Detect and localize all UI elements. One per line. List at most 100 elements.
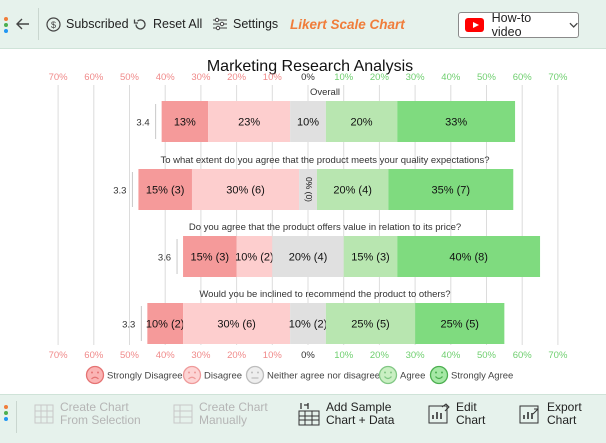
axis-tick-label: 40%: [156, 350, 176, 361]
axis-tick-label: 0%: [301, 350, 315, 361]
axis-tick-label: 10%: [334, 350, 354, 361]
data-label: 15% (3): [191, 252, 230, 264]
axis-tick-label: 40%: [156, 72, 176, 83]
grip-dots-icon[interactable]: [4, 17, 8, 35]
data-label: 25% (5): [351, 319, 390, 331]
question-label: Would you be inclined to recommend the p…: [199, 289, 450, 300]
data-label: 40% (8): [449, 252, 488, 264]
edit-chart-button[interactable]: Edit Chart: [428, 401, 485, 427]
likert-bar-segment: [343, 236, 398, 277]
how-to-video-label: How-to video: [491, 11, 532, 39]
axis-tick-label: 70%: [548, 72, 568, 83]
edit-chart-icon: [428, 403, 450, 424]
table-manual-icon: [173, 404, 193, 424]
question-label: Overall: [310, 87, 340, 98]
face-icon: [245, 365, 265, 385]
axis-tick-label: 50%: [120, 350, 140, 361]
reset-all-label: Reset All: [153, 17, 203, 31]
question-label: Do you agree that the product offers val…: [189, 222, 461, 233]
svg-text:$: $: [51, 20, 56, 30]
legend-label: Neither agree nor disagree: [267, 371, 380, 382]
data-label: 30% (6): [217, 319, 256, 331]
data-label: 10%: [297, 117, 319, 129]
mean-score-label: 3.4: [136, 118, 149, 129]
axis-bottom: 70% 60% 50% 40% 30% 20% 10% 0% 10% 20% 30% 40% 50% 60…: [49, 350, 568, 361]
likert-row: To what extent do you agree that the pro…: [113, 155, 514, 210]
axis-tick-label: 60%: [513, 72, 533, 83]
likert-bar-segment: [138, 169, 192, 210]
back-button[interactable]: [16, 14, 35, 34]
axis-tick-label: 70%: [548, 350, 568, 361]
export-chart-icon: [519, 405, 539, 424]
arrow-left-icon: [16, 18, 29, 30]
legend-item: Agree: [378, 365, 425, 385]
create-chart-manually-button[interactable]: Create Chart Manually: [173, 401, 268, 427]
likert-bar-segment: [272, 236, 344, 277]
axis-tick-label: 20%: [227, 72, 247, 83]
likert-row: Would you be inclined to recommend the p…: [122, 289, 505, 344]
likert-row: Do you agree that the product offers val…: [158, 222, 541, 277]
data-label: 33%: [445, 117, 467, 129]
how-to-video-dropdown[interactable]: How-to video: [458, 11, 579, 39]
mean-score-label: 3.3: [113, 186, 126, 197]
legend-label: Strongly Disagree: [107, 371, 183, 382]
data-label: 35% (7): [432, 185, 471, 197]
likert-bar-segment: [290, 101, 326, 142]
axis-tick-label: 60%: [84, 350, 104, 361]
add-sample-chart-button[interactable]: Add Sample Chart + Data: [298, 401, 394, 427]
data-label: 10% (2): [235, 252, 274, 264]
likert-bar-segment: [325, 303, 416, 344]
face-icon: [378, 365, 398, 385]
create-chart-manually-label: Create Chart Manually: [199, 400, 268, 427]
sliders-icon: [213, 17, 227, 31]
create-chart-from-selection-label: Create Chart From Selection: [60, 400, 141, 427]
data-label: 23%: [238, 117, 260, 129]
data-label: 30% (6): [226, 185, 265, 197]
mean-score-label: 3.3: [122, 320, 135, 331]
create-chart-from-selection-button[interactable]: Create Chart From Selection: [34, 401, 141, 427]
axis-tick-label: 10%: [334, 72, 354, 83]
likert-bar-segment: [388, 169, 514, 210]
likert-row: Overall 13% 23% 10% 20% 33% 3.4: [136, 87, 516, 142]
likert-bar-segment: [316, 169, 389, 210]
likert-bar-segment: [183, 236, 237, 277]
axis-tick-label: 40%: [441, 72, 461, 83]
subscribed-button[interactable]: $ Subscribed: [46, 14, 129, 34]
sample-chart-icon: [298, 403, 320, 426]
axis-tick-label: 60%: [84, 72, 104, 83]
likert-bar-segment: [397, 101, 516, 142]
axis-tick-label: 10%: [263, 350, 283, 361]
data-label: 20%: [351, 117, 373, 129]
face-icon: [85, 365, 105, 385]
axis-tick-label: 20%: [227, 350, 247, 361]
export-chart-button[interactable]: Export Chart: [519, 401, 582, 427]
face-icon: [182, 365, 202, 385]
data-label: 20% (4): [333, 185, 372, 197]
settings-label: Settings: [233, 17, 279, 31]
chart-legend: Strongly Disagree Disagree Neither agree n…: [85, 365, 513, 385]
likert-bar-segment: [236, 236, 273, 277]
dollar-circle-icon: $: [46, 16, 61, 32]
grip-dots-icon[interactable]: [4, 405, 8, 423]
legend-item: Neither agree nor disagree: [245, 365, 380, 385]
data-label: 25% (5): [440, 319, 479, 331]
likert-bar-segment: [397, 236, 541, 277]
data-label: 15% (3): [351, 252, 390, 264]
legend-item: Disagree: [182, 365, 242, 385]
axis-tick-label: 50%: [120, 72, 140, 83]
chevron-down-icon: [569, 22, 578, 28]
axis-tick-label: 40%: [441, 350, 461, 361]
likert-bar-segment: [299, 169, 317, 210]
axis-tick-label: 20%: [370, 72, 390, 83]
likert-chart: Marketing Research Analysis 70% 60% 50% 40%…: [49, 58, 568, 385]
data-label: 10% (2): [289, 319, 328, 331]
subscribed-label: Subscribed: [66, 17, 129, 31]
axis-tick-label: 30%: [406, 350, 426, 361]
add-sample-chart-label: Add Sample Chart + Data: [326, 400, 395, 427]
likert-bar-segment: [208, 101, 291, 142]
settings-button[interactable]: Settings: [212, 14, 278, 34]
reset-all-button[interactable]: Reset All: [133, 14, 202, 34]
axis-tick-label: 50%: [477, 350, 497, 361]
likert-bar-segment: [325, 101, 398, 142]
axis-tick-label: 30%: [406, 72, 426, 83]
